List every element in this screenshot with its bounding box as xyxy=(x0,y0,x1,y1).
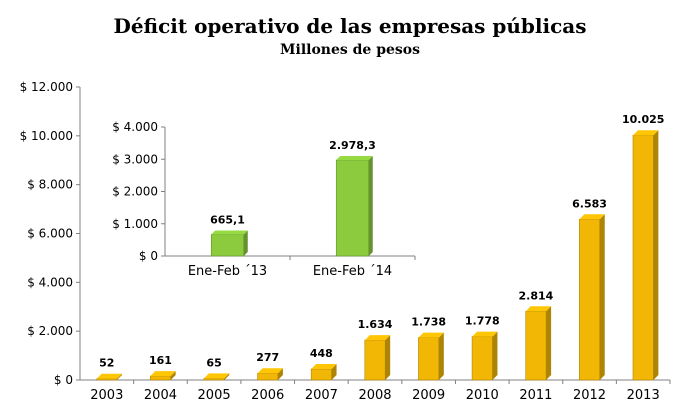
data-label-0: 52 xyxy=(99,357,114,370)
bar-side-1 xyxy=(243,230,248,256)
bar-0 xyxy=(632,134,654,381)
category-label-0: 2009 xyxy=(412,388,445,403)
bar-top-0 xyxy=(472,331,498,337)
bar-top-1 xyxy=(336,155,373,160)
bar-top-0 xyxy=(525,306,552,312)
y-tick-label-1: $ 0 xyxy=(139,249,158,263)
bar-0 xyxy=(525,310,547,381)
category-label-0: 2004 xyxy=(144,388,177,403)
y-tick-label-1: $ 2.000 xyxy=(112,185,158,199)
data-label-0: 6.583 xyxy=(572,197,607,210)
bar-top-0 xyxy=(632,130,659,136)
bar-top-0 xyxy=(418,332,444,338)
data-label-0: 65 xyxy=(206,356,221,369)
category-label-0: 2012 xyxy=(573,388,606,403)
bar-top-1 xyxy=(211,230,248,235)
bar-top-0 xyxy=(203,373,230,379)
bar-0 xyxy=(310,368,332,381)
category-label-0: 2005 xyxy=(198,388,231,403)
category-label-1: Ene-Feb ´13 xyxy=(188,264,267,279)
bar-side-0 xyxy=(438,332,444,380)
data-label-0: 277 xyxy=(256,351,279,364)
y-tick-label-1: $ 4.000 xyxy=(112,120,158,134)
y-tick-label-0: $ 8.000 xyxy=(27,178,73,192)
bar-1 xyxy=(335,159,370,257)
bar-0 xyxy=(579,218,601,381)
category-label-0: 2013 xyxy=(627,388,660,403)
category-label-0: 2003 xyxy=(90,388,123,403)
y-tick-label-0: $ 4.000 xyxy=(27,275,73,289)
data-label-0: 10.025 xyxy=(622,113,664,126)
bar-side-0 xyxy=(277,368,283,380)
data-label-1: 665,1 xyxy=(210,214,245,227)
data-label-0: 2.814 xyxy=(519,289,554,302)
bar-side-0 xyxy=(385,335,391,380)
category-label-0: 2010 xyxy=(466,388,499,403)
chart-title: Déficit operativo de las empresas públic… xyxy=(113,14,587,38)
bar-0 xyxy=(364,339,386,381)
data-label-0: 1.634 xyxy=(358,318,393,331)
y-tick-label-1: $ 3.000 xyxy=(112,152,158,166)
bar-side-0 xyxy=(492,331,498,380)
category-label-0: 2007 xyxy=(305,388,338,403)
y-tick-label-0: $ 6.000 xyxy=(27,227,73,241)
bar-top-0 xyxy=(257,368,283,374)
y-tick-label-0: $ 10.000 xyxy=(20,129,73,143)
bar-top-0 xyxy=(579,214,605,220)
bar-0 xyxy=(149,375,171,381)
bar-1 xyxy=(210,234,245,257)
bar-0 xyxy=(96,378,118,381)
category-label-0: 2006 xyxy=(251,388,284,403)
bar-side-0 xyxy=(331,364,337,380)
category-label-1: Ene-Feb ´14 xyxy=(313,264,392,279)
category-label-0: 2008 xyxy=(358,388,391,403)
bar-0 xyxy=(203,378,225,381)
y-tick-label-0: $ 12.000 xyxy=(20,80,73,94)
chart-subtitle: Millones de pesos xyxy=(280,42,420,58)
bar-top-0 xyxy=(96,373,123,379)
bar-side-0 xyxy=(170,371,176,380)
bar-side-0 xyxy=(224,373,230,380)
bar-top-0 xyxy=(150,371,176,377)
bar-side-0 xyxy=(599,214,605,380)
bar-side-1 xyxy=(368,155,373,256)
bar-0 xyxy=(418,337,440,381)
data-label-0: 1.778 xyxy=(465,315,500,328)
data-label-0: 448 xyxy=(310,347,333,360)
y-tick-label-1: $ 1.000 xyxy=(112,217,158,231)
data-label-0: 1.738 xyxy=(411,316,446,329)
bar-0 xyxy=(257,372,279,381)
bar-top-0 xyxy=(364,335,391,341)
data-label-0: 161 xyxy=(149,354,172,367)
y-tick-label-0: $ 2.000 xyxy=(27,324,73,338)
bar-top-0 xyxy=(311,364,337,370)
bar-0 xyxy=(471,336,493,381)
bar-side-0 xyxy=(546,306,552,380)
data-label-1: 2.978,3 xyxy=(329,139,376,152)
bar-side-0 xyxy=(117,373,123,380)
bar-side-0 xyxy=(653,130,659,380)
category-label-0: 2011 xyxy=(519,388,552,403)
y-tick-label-0: $ 0 xyxy=(54,373,73,387)
